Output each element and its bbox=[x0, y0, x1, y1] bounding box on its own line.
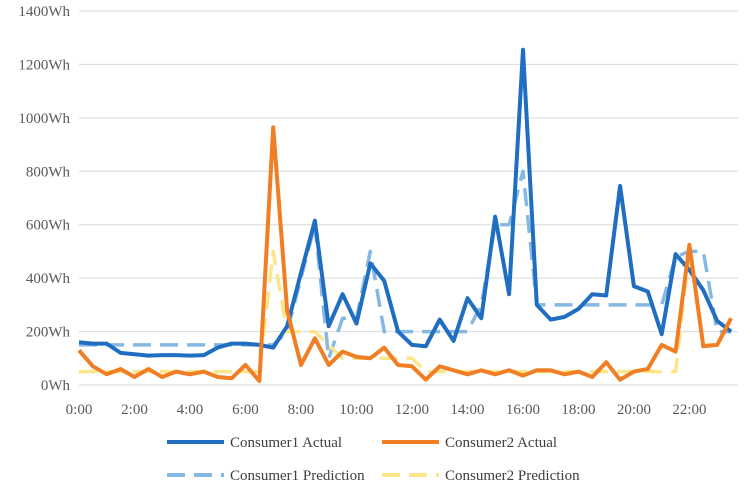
series-line-consumer1-actual bbox=[78, 47, 733, 358]
legend-item-consumer2-actual[interactable]: Consumer2 Actual bbox=[382, 435, 557, 451]
x-tick-label-22: 22:00 bbox=[672, 402, 706, 418]
y-axis-tick-labels: 0Wh 200Wh 400Wh 600Wh 800Wh 1000Wh 1200Wh 1400W… bbox=[18, 4, 70, 394]
y-tick-label-600: 600Wh bbox=[26, 218, 71, 234]
legend-label-consumer1-prediction: Consumer1 Prediction bbox=[230, 468, 365, 484]
x-tick-label-12: 12:00 bbox=[395, 402, 429, 418]
series-line-consumer2-prediction bbox=[79, 249, 733, 374]
series-line-consumer1-prediction bbox=[79, 169, 732, 361]
y-tick-label-0: 0Wh bbox=[41, 378, 71, 394]
x-tick-label-2: 2:00 bbox=[121, 402, 148, 418]
x-tick-label-4: 4:00 bbox=[177, 402, 204, 418]
x-tick-label-14: 14:00 bbox=[450, 402, 484, 418]
x-tick-label-8: 8:00 bbox=[288, 402, 315, 418]
y-tick-label-1200: 1200Wh bbox=[18, 57, 70, 73]
legend-item-consumer1-actual[interactable]: Consumer1 Actual bbox=[167, 435, 342, 451]
y-tick-label-800: 800Wh bbox=[26, 164, 71, 180]
legend-label-consumer1-actual: Consumer1 Actual bbox=[230, 435, 342, 451]
series-lines bbox=[77, 47, 733, 383]
x-tick-label-16: 16:00 bbox=[506, 402, 540, 418]
y-tick-label-400: 400Wh bbox=[26, 271, 71, 287]
y-tick-label-200: 200Wh bbox=[26, 325, 71, 341]
legend-item-consumer2-prediction[interactable]: Consumer2 Prediction bbox=[382, 468, 580, 484]
y-tick-label-1400: 1400Wh bbox=[18, 4, 70, 20]
y-tick-label-1000: 1000Wh bbox=[18, 111, 70, 127]
x-tick-label-20: 20:00 bbox=[617, 402, 651, 418]
gridlines bbox=[79, 10, 738, 386]
legend-item-consumer1-prediction[interactable]: Consumer1 Prediction bbox=[167, 468, 365, 484]
x-axis-tick-labels: 0:00 2:00 4:00 6:00 8:00 10:00 12:00 14:00 16:00… bbox=[66, 402, 707, 418]
x-tick-label-6: 6:00 bbox=[232, 402, 259, 418]
legend-label-consumer2-prediction: Consumer2 Prediction bbox=[445, 468, 580, 484]
series-line-consumer2-actual bbox=[77, 125, 733, 383]
x-tick-label-10: 10:00 bbox=[339, 402, 373, 418]
legend-label-consumer2-actual: Consumer2 Actual bbox=[445, 435, 557, 451]
x-tick-label-0: 0:00 bbox=[66, 402, 93, 418]
legend: Consumer1 Actual Consumer2 Actual Consum… bbox=[167, 435, 580, 484]
x-tick-label-18: 18:00 bbox=[561, 402, 595, 418]
